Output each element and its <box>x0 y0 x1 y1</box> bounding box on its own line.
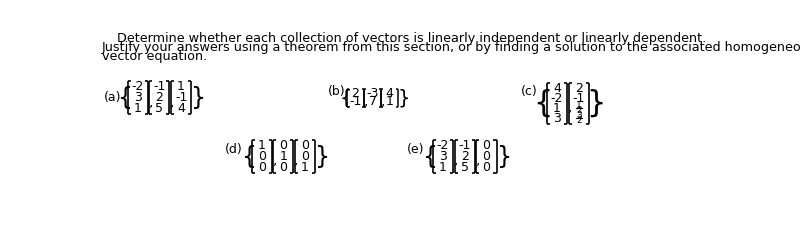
Text: $\{$: $\{$ <box>116 84 131 111</box>
Text: $\}$: $\}$ <box>190 84 204 111</box>
Text: ,: , <box>567 100 572 114</box>
Text: 0: 0 <box>482 139 490 152</box>
Text: 0: 0 <box>301 139 308 152</box>
Text: Justify your answers using a theorem from this section, or by finding a solution: Justify your answers using a theorem fro… <box>102 41 801 54</box>
Text: 1: 1 <box>279 150 287 163</box>
Text: ,: , <box>149 94 153 108</box>
Text: $\{$: $\{$ <box>339 87 351 109</box>
Text: 1: 1 <box>385 96 393 108</box>
Text: (c): (c) <box>520 85 536 98</box>
Text: ,: , <box>364 94 368 108</box>
Text: -3: -3 <box>366 87 378 100</box>
Text: (e): (e) <box>406 143 424 156</box>
Text: 4: 4 <box>385 87 393 100</box>
Text: 0: 0 <box>482 160 490 173</box>
Text: ,: , <box>294 153 299 167</box>
Text: 4: 4 <box>552 82 560 95</box>
Text: 2: 2 <box>351 87 359 100</box>
Text: 0: 0 <box>258 150 265 163</box>
Text: (b): (b) <box>327 85 344 98</box>
Text: $\}$: $\}$ <box>396 87 408 109</box>
Text: 2: 2 <box>575 116 581 125</box>
Text: 2: 2 <box>575 106 581 115</box>
Text: $\{$: $\{$ <box>533 87 550 119</box>
Text: 2: 2 <box>460 150 468 163</box>
Text: Determine whether each collection of vectors is linearly independent or linearly: Determine whether each collection of vec… <box>117 32 706 44</box>
Text: 0: 0 <box>482 150 490 163</box>
Text: 3: 3 <box>438 150 446 163</box>
Text: 3: 3 <box>552 112 560 125</box>
Text: 0: 0 <box>279 139 287 152</box>
Text: 1: 1 <box>133 102 141 115</box>
Text: 4: 4 <box>177 102 185 115</box>
Text: ,: , <box>381 94 385 108</box>
Text: -2: -2 <box>132 80 144 94</box>
Text: 0: 0 <box>258 160 265 173</box>
Text: -2: -2 <box>550 92 562 105</box>
Text: -1: -1 <box>175 91 187 104</box>
Text: $\{$: $\{$ <box>422 143 435 170</box>
Text: $\}$: $\}$ <box>495 143 509 170</box>
Text: ,: , <box>475 153 479 167</box>
Text: 5: 5 <box>460 160 468 173</box>
Text: 0: 0 <box>279 160 287 173</box>
Text: -1: -1 <box>349 96 361 108</box>
Text: 3: 3 <box>133 91 141 104</box>
Text: 1: 1 <box>177 80 185 94</box>
Text: -1: -1 <box>572 92 584 105</box>
Text: 2: 2 <box>155 91 163 104</box>
Text: -1: -1 <box>153 80 165 94</box>
Text: 1: 1 <box>552 102 560 115</box>
Text: $\}$: $\}$ <box>585 87 603 119</box>
Text: 5: 5 <box>155 102 163 115</box>
Text: 0: 0 <box>301 150 308 163</box>
Text: (a): (a) <box>104 91 121 104</box>
Text: 1: 1 <box>575 101 581 110</box>
Text: (d): (d) <box>224 143 242 156</box>
Text: ,: , <box>454 153 458 167</box>
Text: -1: -1 <box>458 139 471 152</box>
Text: 1: 1 <box>438 160 446 173</box>
Text: $\{$: $\{$ <box>240 143 255 170</box>
Text: -2: -2 <box>436 139 449 152</box>
Text: 1: 1 <box>258 139 265 152</box>
Text: ,: , <box>170 94 174 108</box>
Text: 3: 3 <box>575 111 581 120</box>
Text: 7: 7 <box>368 96 376 108</box>
Text: vector equation.: vector equation. <box>102 50 207 63</box>
Text: 2: 2 <box>574 82 582 95</box>
Text: $\}$: $\}$ <box>314 143 328 170</box>
Text: ,: , <box>272 153 277 167</box>
Text: 1: 1 <box>301 160 308 173</box>
